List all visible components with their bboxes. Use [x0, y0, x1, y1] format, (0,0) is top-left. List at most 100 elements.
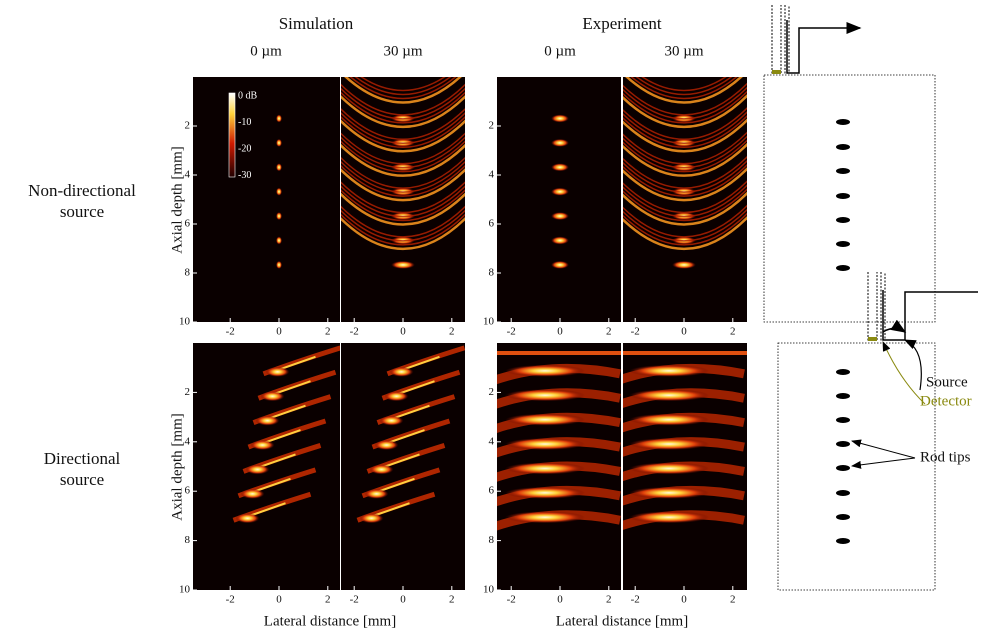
- image-background: [497, 77, 621, 322]
- y-tick-label: 6: [489, 218, 495, 230]
- rod: [836, 265, 850, 271]
- x-tick-label: 0: [557, 326, 563, 338]
- rod: [836, 144, 850, 150]
- row-label: Non-directional: [28, 181, 136, 200]
- reflection: [551, 188, 569, 196]
- reflection: [505, 365, 585, 377]
- rod: [836, 393, 850, 399]
- y-tick-label: 2: [185, 120, 191, 132]
- row-label: Directional: [44, 449, 121, 468]
- reflection: [266, 367, 290, 377]
- image-content: [497, 77, 621, 322]
- reflection: [551, 163, 569, 171]
- rod: [836, 168, 850, 174]
- reflection: [551, 114, 569, 122]
- reflection: [236, 513, 260, 523]
- x-tick-label: 0: [681, 594, 687, 606]
- detector-label: Detector: [920, 393, 972, 409]
- image-background: [341, 343, 465, 590]
- rod: [836, 119, 850, 125]
- column-header: Simulation: [279, 14, 354, 33]
- schematic: [764, 5, 978, 590]
- reflection: [505, 462, 585, 474]
- reflection: [629, 438, 709, 450]
- y-tick-label: 4: [489, 435, 495, 447]
- reflection: [505, 414, 585, 426]
- x-tick-label: 2: [325, 326, 331, 338]
- rod: [836, 417, 850, 423]
- column-subheader: 0 µm: [544, 43, 576, 59]
- x-tick-label: -2: [507, 326, 516, 338]
- colorbar-label: 0 dB: [238, 90, 258, 101]
- image-panel: -202246810: [483, 77, 621, 338]
- reflection: [505, 487, 585, 499]
- image-background: [193, 77, 340, 322]
- row-label: source: [60, 470, 104, 489]
- rod: [836, 241, 850, 247]
- reflection: [505, 438, 585, 450]
- rod: [836, 538, 850, 544]
- y-tick-label: 6: [185, 485, 191, 497]
- reflection: [261, 391, 285, 401]
- reflection: [380, 416, 404, 426]
- image-content: [490, 343, 621, 590]
- reflection: [505, 511, 585, 523]
- surface-echo: [623, 351, 747, 355]
- x-tick-label: 0: [276, 594, 282, 606]
- x-tick-label: 2: [730, 326, 736, 338]
- rod-tips: [836, 119, 850, 544]
- column-header: Experiment: [582, 14, 662, 33]
- reflection: [251, 440, 275, 450]
- reflection: [551, 236, 569, 244]
- y-axis-label: Axial depth [mm]: [169, 146, 185, 253]
- x-tick-label: 0: [400, 594, 406, 606]
- x-tick-label: 0: [400, 326, 406, 338]
- reflection: [246, 464, 270, 474]
- reflection: [375, 440, 399, 450]
- rod: [836, 441, 850, 447]
- y-axis-label: Axial depth [mm]: [169, 413, 185, 520]
- y-tick-label: 10: [483, 316, 495, 328]
- colorbar-label: -10: [238, 117, 251, 128]
- reflection: [276, 212, 282, 220]
- x-tick-label: 0: [681, 326, 687, 338]
- reflection: [365, 489, 389, 499]
- x-tick-label: 0: [276, 326, 282, 338]
- rod: [836, 193, 850, 199]
- image-panel: -202246810: [179, 343, 341, 606]
- x-tick-label: -2: [226, 326, 235, 338]
- reflection: [505, 389, 585, 401]
- y-tick-label: 10: [179, 316, 191, 328]
- reflection: [276, 261, 282, 269]
- reflection: [629, 365, 709, 377]
- x-tick-label: 2: [325, 594, 331, 606]
- reflection: [551, 212, 569, 220]
- x-tick-label: -2: [631, 594, 640, 606]
- x-tick-label: -2: [226, 594, 235, 606]
- reflection: [391, 261, 415, 269]
- x-tick-label: -2: [350, 326, 359, 338]
- surface-echo: [497, 351, 621, 355]
- reflection: [629, 487, 709, 499]
- y-tick-label: 2: [489, 120, 495, 132]
- image-content: [341, 343, 465, 590]
- colorbar-label: -30: [238, 170, 251, 181]
- row-label: source: [60, 202, 104, 221]
- x-tick-label: 2: [606, 326, 612, 338]
- x-tick-label: 2: [449, 594, 455, 606]
- y-tick-label: 8: [185, 267, 191, 279]
- y-tick-label: 4: [489, 169, 495, 181]
- reflection: [276, 236, 282, 244]
- column-subheader: 30 µm: [664, 43, 703, 59]
- rod: [836, 490, 850, 496]
- y-tick-label: 6: [185, 218, 191, 230]
- image-content: [328, 46, 478, 322]
- reflection: [551, 139, 569, 147]
- reflection: [629, 511, 709, 523]
- column-subheader: 30 µm: [383, 43, 422, 59]
- x-tick-label: -2: [507, 594, 516, 606]
- figure: Simulation Experiment 0 µm 30 µm 0 µm 30…: [0, 0, 996, 637]
- x-tick-label: 2: [606, 594, 612, 606]
- reflection: [672, 261, 696, 269]
